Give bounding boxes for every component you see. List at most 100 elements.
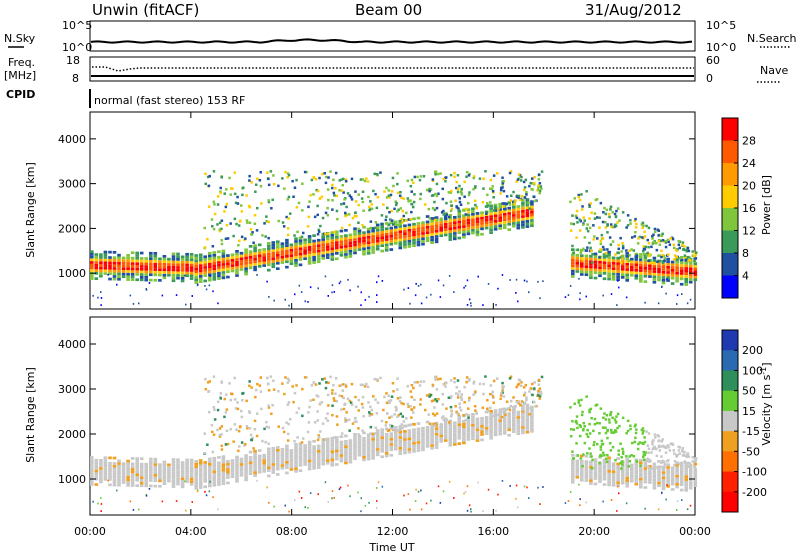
heatmap-cell	[630, 268, 634, 272]
heatmap-cell	[307, 243, 312, 246]
heatmap-cell	[267, 461, 271, 464]
heatmap-cell	[316, 458, 321, 461]
heatmap-cell	[162, 257, 167, 261]
heatmap-cell	[207, 410, 211, 414]
heatmap-cell	[501, 181, 505, 185]
heatmap-cell	[416, 230, 421, 233]
heatmap-cell	[239, 257, 244, 260]
heatmap-cell	[571, 480, 575, 484]
heatmap-cell	[267, 200, 271, 204]
heatmap-cell	[412, 230, 416, 234]
heatmap-cell	[253, 455, 257, 458]
heatmap-cell	[399, 396, 402, 399]
heatmap-cell	[645, 459, 649, 463]
heatmap-cell	[286, 381, 289, 384]
heatmap-cell	[126, 481, 130, 484]
heatmap-cell	[298, 247, 303, 251]
heatmap-cell	[614, 421, 618, 424]
heatmap-cell	[112, 475, 117, 479]
heatmap-cell	[643, 436, 646, 439]
heatmap-cell	[471, 229, 475, 232]
heatmap-cell	[603, 412, 606, 415]
heatmap-cell	[217, 277, 221, 280]
heatmap-cell	[673, 463, 676, 467]
heatmap-cell	[357, 193, 360, 196]
heatmap-cell	[264, 440, 267, 444]
heatmap-cell	[262, 456, 266, 460]
heatmap-cell	[208, 262, 212, 266]
heatmap-cell	[108, 277, 112, 281]
colorbar-segment	[722, 163, 738, 186]
heatmap-cell	[471, 423, 475, 427]
heatmap-cell	[312, 245, 316, 248]
heatmap-cell	[162, 466, 167, 469]
heatmap-cell	[339, 435, 344, 438]
heatmap-cell	[357, 221, 360, 224]
heatmap-cell	[276, 456, 280, 460]
heatmap-cell	[681, 241, 685, 244]
heatmap-cell	[403, 288, 405, 291]
heatmap-cell	[335, 252, 339, 255]
heatmap-cell	[530, 221, 534, 225]
heatmap-cell	[194, 462, 198, 466]
heatmap-cell	[239, 260, 244, 263]
heatmap-cell	[634, 217, 637, 221]
heatmap-cell	[203, 279, 207, 283]
heatmap-cell	[634, 271, 639, 275]
heatmap-cell	[235, 463, 239, 467]
heatmap-cell	[103, 464, 108, 468]
heatmap-cell	[407, 442, 412, 446]
heatmap-cell	[507, 201, 511, 205]
heatmap-cell	[208, 254, 212, 258]
heatmap-cell	[398, 452, 403, 455]
heatmap-cell	[392, 390, 395, 393]
heatmap-cell	[185, 252, 189, 256]
heatmap-cell	[519, 404, 522, 407]
heatmap-cell	[265, 420, 268, 424]
heatmap-cell	[607, 464, 611, 468]
heatmap-cell	[657, 265, 661, 268]
heatmap-cell	[521, 428, 525, 432]
heatmap-cell	[357, 237, 362, 241]
heatmap-cell	[321, 216, 325, 220]
heatmap-cell	[675, 266, 679, 270]
heatmap-cell	[194, 254, 198, 257]
heatmap-cell	[603, 454, 606, 457]
heatmap-cell	[126, 272, 130, 276]
heatmap-cell	[665, 498, 667, 501]
heatmap-cell	[298, 461, 303, 464]
heatmap-cell	[315, 188, 318, 192]
heatmap-cell	[457, 442, 462, 445]
heatmap-cell	[525, 420, 530, 423]
heatmap-cell	[285, 255, 289, 258]
heatmap-cell	[613, 212, 617, 216]
heatmap-cell	[331, 404, 334, 407]
heatmap-cell	[648, 470, 652, 473]
heatmap-cell	[394, 223, 398, 226]
heatmap-cell	[330, 247, 335, 251]
heatmap-cell	[332, 383, 335, 387]
heatmap-cell	[471, 418, 475, 422]
heatmap-cell	[340, 408, 343, 411]
heatmap-cell	[286, 233, 290, 237]
heatmap-cell	[167, 466, 171, 469]
heatmap-cell	[433, 218, 437, 222]
heatmap-cell	[346, 192, 350, 195]
heatmap-cell	[516, 213, 521, 216]
heatmap-cell	[384, 240, 389, 244]
heatmap-cell	[235, 266, 239, 269]
heatmap-cell	[224, 205, 228, 209]
heatmap-cell	[112, 275, 117, 278]
heatmap-cell	[350, 382, 354, 386]
heatmap-cell	[148, 282, 151, 284]
heatmap-cell	[684, 272, 688, 276]
heatmap-cell	[639, 469, 643, 473]
heatmap-cell	[688, 467, 693, 471]
heatmap-cell	[480, 222, 484, 225]
heatmap-cell	[180, 480, 185, 483]
heatmap-cell	[94, 255, 99, 259]
heatmap-cell	[668, 449, 672, 452]
heatmap-cell	[185, 260, 189, 264]
heatmap-cell	[366, 385, 370, 389]
